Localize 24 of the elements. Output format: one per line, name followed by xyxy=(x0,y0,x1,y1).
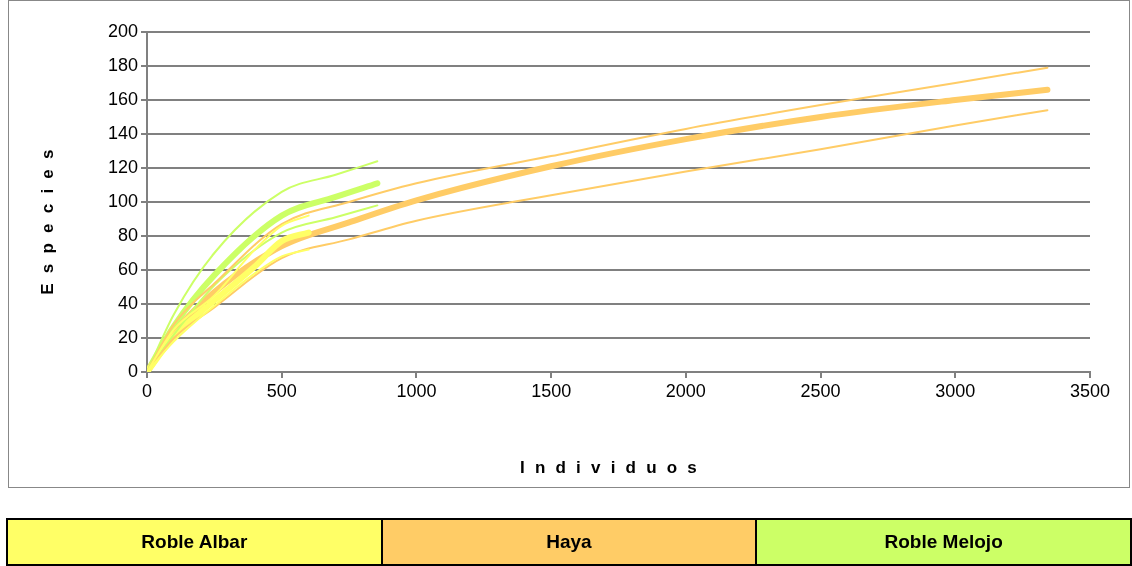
x-tick-label: 3500 xyxy=(1069,380,1111,401)
y-tick-label: 20 xyxy=(117,326,138,347)
y-tick-label: 80 xyxy=(117,224,138,245)
x-tick-label: 2500 xyxy=(800,380,841,401)
x-tick-label: 0 xyxy=(141,380,153,401)
x-tick-label: 500 xyxy=(266,380,297,401)
y-axis-title: Especies xyxy=(38,139,58,295)
y-tick-label: 200 xyxy=(107,20,138,41)
x-tick-label: 1500 xyxy=(531,380,572,401)
text: Haya xyxy=(381,519,757,565)
y-tick-label: 100 xyxy=(107,190,138,211)
x-tick-label: 1000 xyxy=(396,380,437,401)
y-tick-label: 40 xyxy=(117,292,138,313)
y-tick-label: 180 xyxy=(107,54,138,75)
text: Roble Melojo xyxy=(756,519,1131,565)
y-tick-label: 160 xyxy=(107,88,138,109)
text: Roble Albar xyxy=(7,519,382,565)
x-axis-title: Individuos xyxy=(519,458,708,478)
x-tick-label: 2000 xyxy=(665,380,706,401)
x-tick-label: 3000 xyxy=(935,380,976,401)
y-tick-label: 140 xyxy=(107,122,138,143)
y-tick-label: 120 xyxy=(107,156,138,177)
y-tick-label: 0 xyxy=(127,360,138,381)
y-tick-label: 60 xyxy=(117,258,138,279)
